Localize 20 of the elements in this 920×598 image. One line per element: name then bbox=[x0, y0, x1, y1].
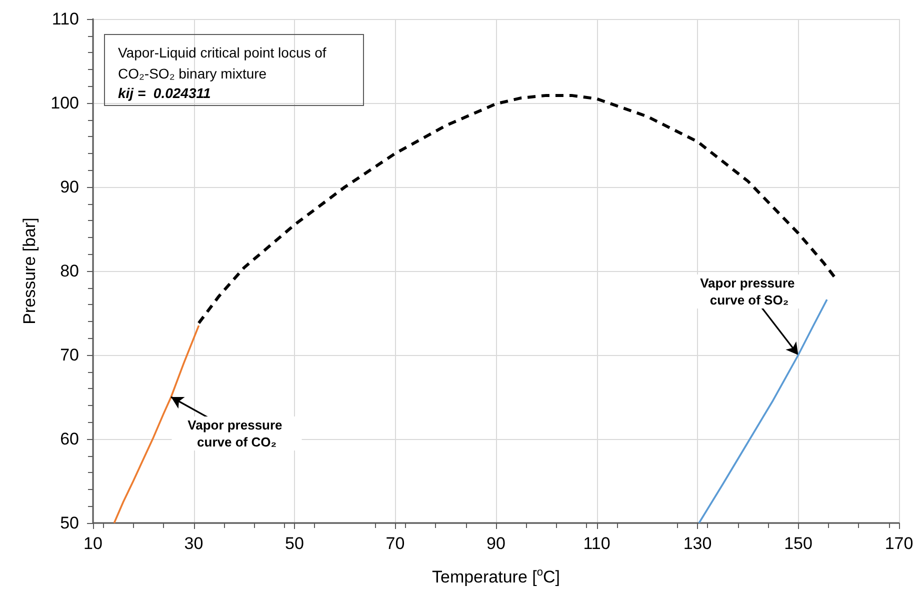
x-tick-label: 130 bbox=[683, 534, 712, 553]
annotation: Vapor pressure curve of SO₂ bbox=[700, 275, 798, 308]
y-tick-label: 70 bbox=[60, 346, 79, 364]
y-tick-label: 50 bbox=[60, 514, 79, 532]
y-tick-label: 80 bbox=[60, 262, 79, 280]
y-tick-label: 100 bbox=[50, 94, 79, 112]
text: kij = 0.024311 bbox=[118, 85, 211, 101]
y-axis-title: Pressure [bar] bbox=[20, 218, 39, 324]
x-tick-label: 150 bbox=[784, 534, 812, 553]
x-tick-label: 110 bbox=[583, 534, 610, 553]
x-tick-label: 170 bbox=[884, 534, 914, 553]
y-tick-label: 60 bbox=[60, 430, 79, 448]
x-tick-label: 70 bbox=[386, 534, 405, 553]
y-tick-label: 110 bbox=[52, 10, 79, 28]
y-tick-label: 90 bbox=[60, 178, 79, 196]
x-tick-label: 50 bbox=[285, 534, 304, 553]
x-tick-label: 30 bbox=[184, 534, 204, 553]
annotation: Vapor pressure curve of CO₂ bbox=[188, 418, 286, 450]
x-tick-label: 90 bbox=[486, 534, 506, 553]
x-tick-label: 10 bbox=[84, 534, 102, 553]
